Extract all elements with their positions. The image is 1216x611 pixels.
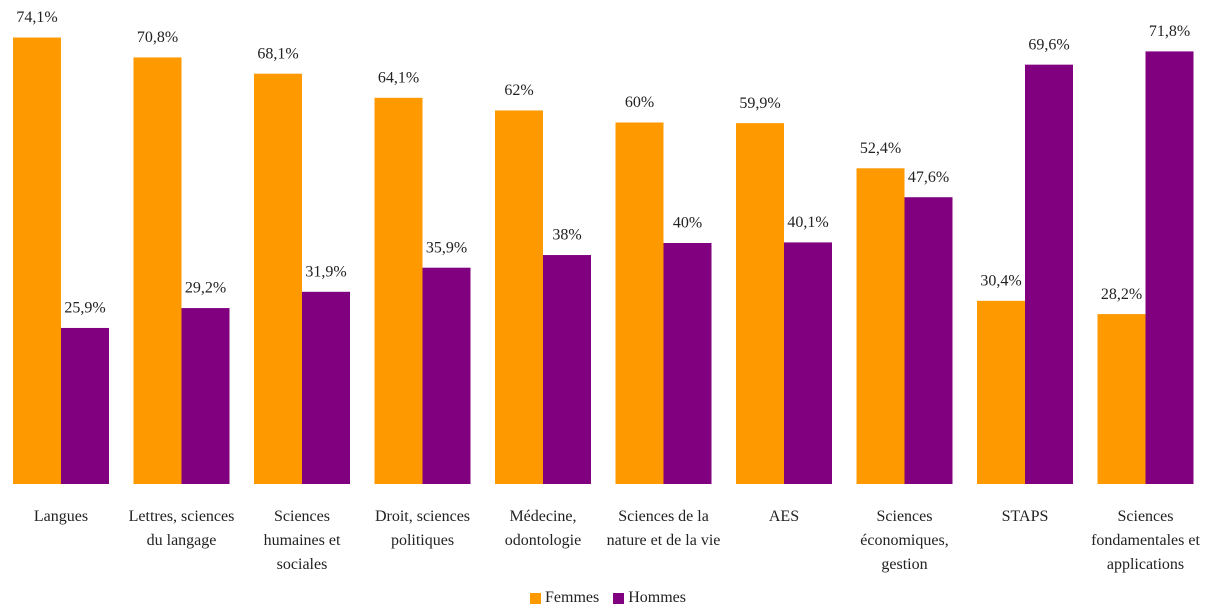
legend-swatch bbox=[613, 592, 625, 604]
bar bbox=[302, 291, 350, 484]
bar bbox=[374, 97, 423, 485]
x-tick-label: Médecine, odontologie bbox=[504, 508, 582, 549]
x-tick-label: Sciences économiques, gestion bbox=[860, 508, 949, 573]
legend-item: Hommes bbox=[613, 589, 686, 607]
bar bbox=[736, 123, 784, 484]
bar bbox=[856, 168, 905, 485]
data-label: 60% bbox=[625, 94, 654, 111]
legend-item: Femmes bbox=[530, 589, 599, 607]
data-label: 35,9% bbox=[426, 239, 467, 256]
data-label: 31,9% bbox=[305, 263, 346, 280]
x-tick-label-box: Sciences fondamentales et applications bbox=[1091, 508, 1200, 573]
bar bbox=[543, 255, 591, 484]
bar bbox=[422, 267, 471, 484]
x-tick-label: Droit, sciences politiques bbox=[374, 508, 471, 549]
x-tick-label-box: Sciences humaines et sociales bbox=[263, 508, 341, 573]
x-tick-label-box: Langues bbox=[33, 508, 89, 525]
legend-label: Femmes bbox=[545, 589, 600, 606]
bar bbox=[784, 242, 832, 484]
data-label: 28,2% bbox=[1101, 286, 1142, 303]
data-label: 29,2% bbox=[185, 280, 226, 297]
x-tick-label: Sciences humaines et sociales bbox=[263, 508, 341, 573]
data-label: 74,1% bbox=[16, 9, 57, 26]
x-tick-label: AES bbox=[768, 508, 800, 525]
data-label: 40% bbox=[673, 215, 702, 232]
x-tick-label-box: Sciences de la nature et de la vie bbox=[606, 508, 721, 549]
data-label: 62% bbox=[504, 82, 533, 99]
bar bbox=[495, 110, 543, 484]
x-tick-label-box: Lettres, sciences du langage bbox=[128, 508, 235, 549]
data-label: 71,8% bbox=[1149, 23, 1190, 40]
bar bbox=[1145, 51, 1194, 484]
legend: Femmes Hommes bbox=[0, 589, 1216, 607]
bar bbox=[663, 243, 712, 484]
data-label: 69,6% bbox=[1028, 36, 1069, 53]
data-label: 68,1% bbox=[257, 45, 298, 62]
data-label: 40,1% bbox=[787, 214, 828, 231]
bar bbox=[13, 37, 61, 485]
bar bbox=[1097, 314, 1146, 484]
bar bbox=[61, 327, 109, 484]
legend-swatch bbox=[530, 592, 541, 604]
data-label: 59,9% bbox=[739, 95, 780, 112]
bar bbox=[254, 73, 302, 484]
x-tick-label: Lettres, sciences du langage bbox=[128, 508, 235, 549]
data-label: 70,8% bbox=[137, 29, 178, 46]
data-label: 30,4% bbox=[980, 273, 1021, 290]
bar bbox=[615, 122, 664, 484]
data-label: 64,1% bbox=[378, 69, 419, 86]
bar bbox=[1025, 64, 1073, 484]
bar bbox=[977, 300, 1025, 484]
x-tick-label-box: Droit, sciences politiques bbox=[374, 508, 471, 549]
x-tick-label-box: AES bbox=[768, 508, 800, 525]
data-label: 47,6% bbox=[908, 169, 949, 186]
x-tick-label: Langues bbox=[33, 508, 89, 525]
bar bbox=[181, 308, 230, 484]
x-tick-label-box: Médecine, odontologie bbox=[504, 508, 582, 549]
bar bbox=[904, 197, 953, 484]
x-tick-label-box: STAPS bbox=[1001, 508, 1049, 525]
data-label: 52,4% bbox=[860, 140, 901, 157]
x-tick-label: Sciences de la nature et de la vie bbox=[606, 508, 721, 549]
data-label: 38% bbox=[552, 227, 581, 244]
data-label: 25,9% bbox=[64, 300, 105, 317]
bar bbox=[133, 57, 182, 485]
x-tick-label: STAPS bbox=[1001, 508, 1049, 525]
legend-label: Hommes bbox=[628, 589, 686, 606]
x-tick-label-box: Sciences économiques, gestion bbox=[860, 508, 949, 573]
x-tick-label: Sciences fondamentales et applications bbox=[1091, 508, 1200, 573]
